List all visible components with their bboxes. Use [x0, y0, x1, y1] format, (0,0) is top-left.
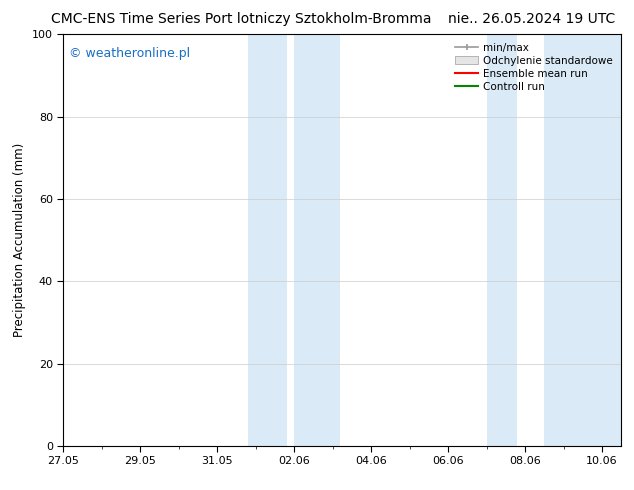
Text: CMC-ENS Time Series Port lotniczy Sztokholm-Bromma: CMC-ENS Time Series Port lotniczy Sztokh…: [51, 12, 431, 26]
Text: nie.. 26.05.2024 19 UTC: nie.. 26.05.2024 19 UTC: [448, 12, 615, 26]
Bar: [248, 34, 287, 446]
Bar: [487, 34, 517, 446]
Bar: [545, 34, 621, 446]
Legend: min/max, Odchylenie standardowe, Ensemble mean run, Controll run: min/max, Odchylenie standardowe, Ensembl…: [452, 40, 616, 95]
Bar: [294, 34, 340, 446]
Text: © weatheronline.pl: © weatheronline.pl: [69, 47, 190, 60]
Y-axis label: Precipitation Accumulation (mm): Precipitation Accumulation (mm): [13, 143, 27, 337]
